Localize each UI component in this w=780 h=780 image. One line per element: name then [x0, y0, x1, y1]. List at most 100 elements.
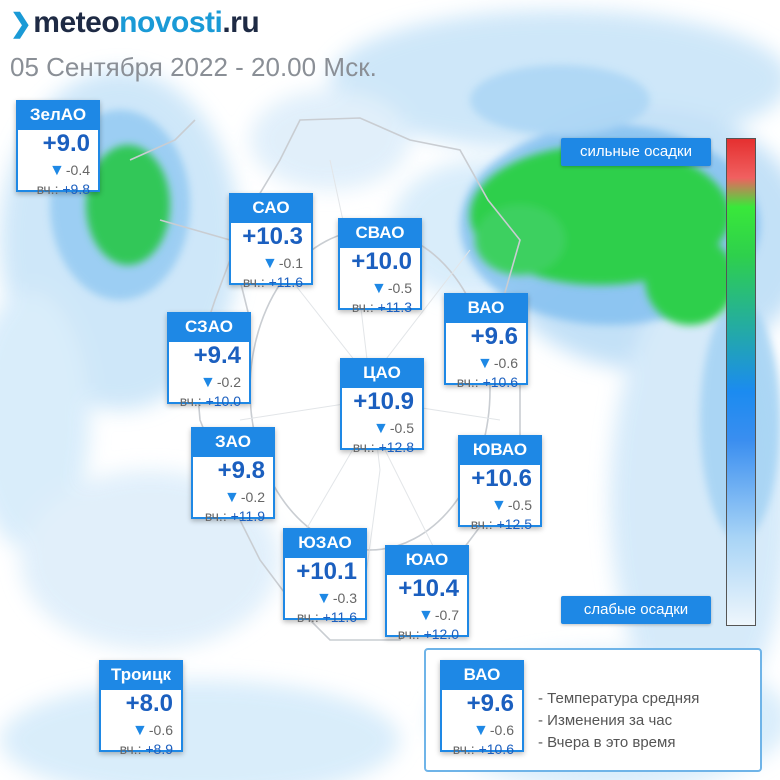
district-temp: +9.4: [193, 342, 241, 369]
yesterday-prefix: вч.:: [397, 626, 420, 642]
legend-temperature-desc: - Температура средняя: [538, 690, 700, 707]
down-arrow-icon: ▼: [49, 162, 65, 179]
down-arrow-icon: ▼: [132, 722, 148, 739]
brand-mark-icon: ❯: [10, 8, 32, 38]
district-name: ЦАО: [340, 358, 424, 388]
change-value: -0.7: [434, 607, 459, 623]
district-yesterday: вч.: +11.3: [352, 299, 412, 315]
district-change: ▼-0.2: [224, 489, 265, 507]
district-name: ЗАО: [191, 427, 275, 457]
legend-yesterday-desc: - Вчера в это время: [538, 734, 676, 751]
down-arrow-icon: ▼: [200, 374, 216, 391]
change-value: -0.1: [278, 255, 303, 271]
district-name: СЗАО: [167, 312, 251, 342]
district-temp: +10.3: [242, 223, 303, 250]
district-temp: +9.6: [470, 323, 518, 350]
district-temp: +10.4: [398, 575, 459, 602]
district-yesterday: вч.: +8.9: [120, 741, 173, 757]
yesterday-value: +9.8: [62, 181, 90, 197]
district-card-yuao[interactable]: ЮАО +10.4 ▼-0.7 вч.: +12.0: [385, 545, 469, 642]
yesterday-prefix: вч.:: [119, 741, 142, 757]
down-arrow-icon: ▼: [418, 607, 434, 624]
district-card-zelao[interactable]: ЗелАО +9.0 ▼-0.4 вч.: +9.8: [16, 100, 100, 197]
district-change: ▼-0.4: [49, 162, 90, 180]
district-card-svao[interactable]: СВАО +10.0 ▼-0.5 вч.: +11.3: [338, 218, 422, 315]
district-card-zao[interactable]: ЗАО +9.8 ▼-0.2 вч.: +11.9: [191, 427, 275, 524]
yesterday-value: +11.6: [322, 609, 357, 625]
down-arrow-icon: ▼: [373, 420, 389, 437]
yesterday-value: +10.6: [482, 374, 518, 390]
brand-logo[interactable]: ❯meteonovosti.ru: [10, 6, 260, 40]
district-change: ▼-0.5: [491, 497, 532, 515]
yesterday-prefix: вч.:: [179, 393, 202, 409]
brand-part-3: .ru: [222, 6, 260, 39]
district-yesterday: вч.: +10.0: [180, 393, 241, 409]
district-card-troitsk[interactable]: Троицк +8.0 ▼-0.6 вч.: +8.9: [99, 660, 183, 757]
yesterday-value: +12.0: [423, 626, 459, 642]
district-card-szao[interactable]: СЗАО +9.4 ▼-0.2 вч.: +10.0: [167, 312, 251, 409]
district-change: ▼-0.1: [262, 255, 303, 273]
district-change: ▼-0.5: [371, 280, 412, 298]
change-value: -0.2: [216, 374, 241, 390]
district-change: ▼-0.7: [418, 607, 459, 625]
change-value: -0.6: [148, 722, 173, 738]
change-value: -0.5: [387, 280, 412, 296]
change-value: -0.6: [489, 722, 514, 738]
district-name: САО: [229, 193, 313, 223]
yesterday-value: +11.6: [268, 274, 303, 290]
district-yesterday: вч.: +11.6: [243, 274, 303, 290]
legend-example-temp: +9.6: [466, 690, 514, 717]
down-arrow-icon: ▼: [477, 355, 493, 372]
yesterday-value: +12.5: [496, 516, 532, 532]
district-yesterday: вч.: +11.6: [297, 609, 357, 625]
district-name: ЮВАО: [458, 435, 542, 465]
district-card-tsao[interactable]: ЦАО +10.9 ▼-0.5 вч.: +12.8: [340, 358, 424, 455]
district-name: ЗелАО: [16, 100, 100, 130]
down-arrow-icon: ▼: [491, 497, 507, 514]
yesterday-value: +11.3: [377, 299, 412, 315]
district-temp: +9.0: [42, 130, 90, 157]
district-card-yuvao[interactable]: ЮВАО +10.6 ▼-0.5 вч.: +12.5: [458, 435, 542, 532]
district-name: СВАО: [338, 218, 422, 248]
yesterday-prefix: вч.:: [242, 274, 265, 290]
district-change: ▼-0.6: [477, 355, 518, 373]
district-yesterday: вч.: +11.9: [205, 508, 265, 524]
district-change: ▼-0.5: [373, 420, 414, 438]
district-temp: +10.9: [353, 388, 414, 415]
legend-example-name: ВАО: [440, 660, 524, 690]
district-card-sao[interactable]: САО +10.3 ▼-0.1 вч.: +11.6: [229, 193, 313, 290]
yesterday-value: +11.9: [230, 508, 265, 524]
yesterday-prefix: вч.:: [36, 181, 59, 197]
district-name: Троицк: [99, 660, 183, 690]
district-yesterday: вч.: +10.6: [457, 374, 518, 390]
down-arrow-icon: ▼: [473, 722, 489, 739]
yesterday-value: +10.0: [205, 393, 241, 409]
yesterday-value: +12.8: [378, 439, 414, 455]
change-value: -0.3: [332, 590, 357, 606]
scale-label-strong: сильные осадки: [561, 138, 711, 166]
down-arrow-icon: ▼: [262, 255, 278, 272]
legend-example-change: ▼-0.6: [473, 722, 514, 740]
change-value: -0.5: [507, 497, 532, 513]
district-card-vao[interactable]: ВАО +9.6 ▼-0.6 вч.: +10.6: [444, 293, 528, 390]
yesterday-prefix: вч.:: [351, 299, 374, 315]
district-temp: +10.1: [296, 558, 357, 585]
legend-box: ВАО +9.6 ▼-0.6 вч.: +10.6 - Температура …: [424, 648, 762, 772]
legend-change-desc: - Изменения за час: [538, 712, 673, 729]
down-arrow-icon: ▼: [316, 590, 332, 607]
yesterday-prefix: вч.:: [296, 609, 319, 625]
district-yesterday: вч.: +12.5: [471, 516, 532, 532]
yesterday-prefix: вч.:: [470, 516, 493, 532]
down-arrow-icon: ▼: [224, 489, 240, 506]
yesterday-value: +8.9: [145, 741, 173, 757]
district-yesterday: вч.: +12.0: [398, 626, 459, 642]
change-value: -0.5: [389, 420, 414, 436]
yesterday-value: +10.6: [478, 741, 514, 757]
district-card-yuzao[interactable]: ЮЗАО +10.1 ▼-0.3 вч.: +11.6: [283, 528, 367, 625]
yesterday-prefix: вч.:: [352, 439, 375, 455]
precipitation-scale-bar: [726, 138, 756, 626]
change-value: -0.2: [240, 489, 265, 505]
district-yesterday: вч.: +12.8: [353, 439, 414, 455]
district-temp: +8.0: [125, 690, 173, 717]
yesterday-prefix: вч.:: [204, 508, 227, 524]
